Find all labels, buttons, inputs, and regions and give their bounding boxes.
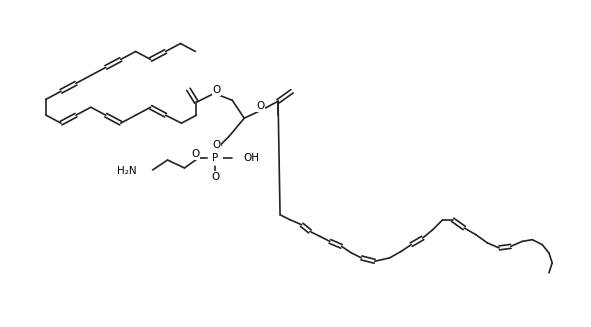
Text: H₂N: H₂N [117, 166, 137, 176]
Circle shape [209, 151, 222, 165]
Text: O: O [191, 149, 200, 159]
Text: O: O [256, 101, 264, 111]
Text: P: P [212, 153, 219, 163]
Text: O: O [212, 85, 220, 95]
Text: O: O [211, 172, 219, 182]
Text: OH: OH [243, 153, 259, 163]
Text: O: O [212, 140, 220, 150]
